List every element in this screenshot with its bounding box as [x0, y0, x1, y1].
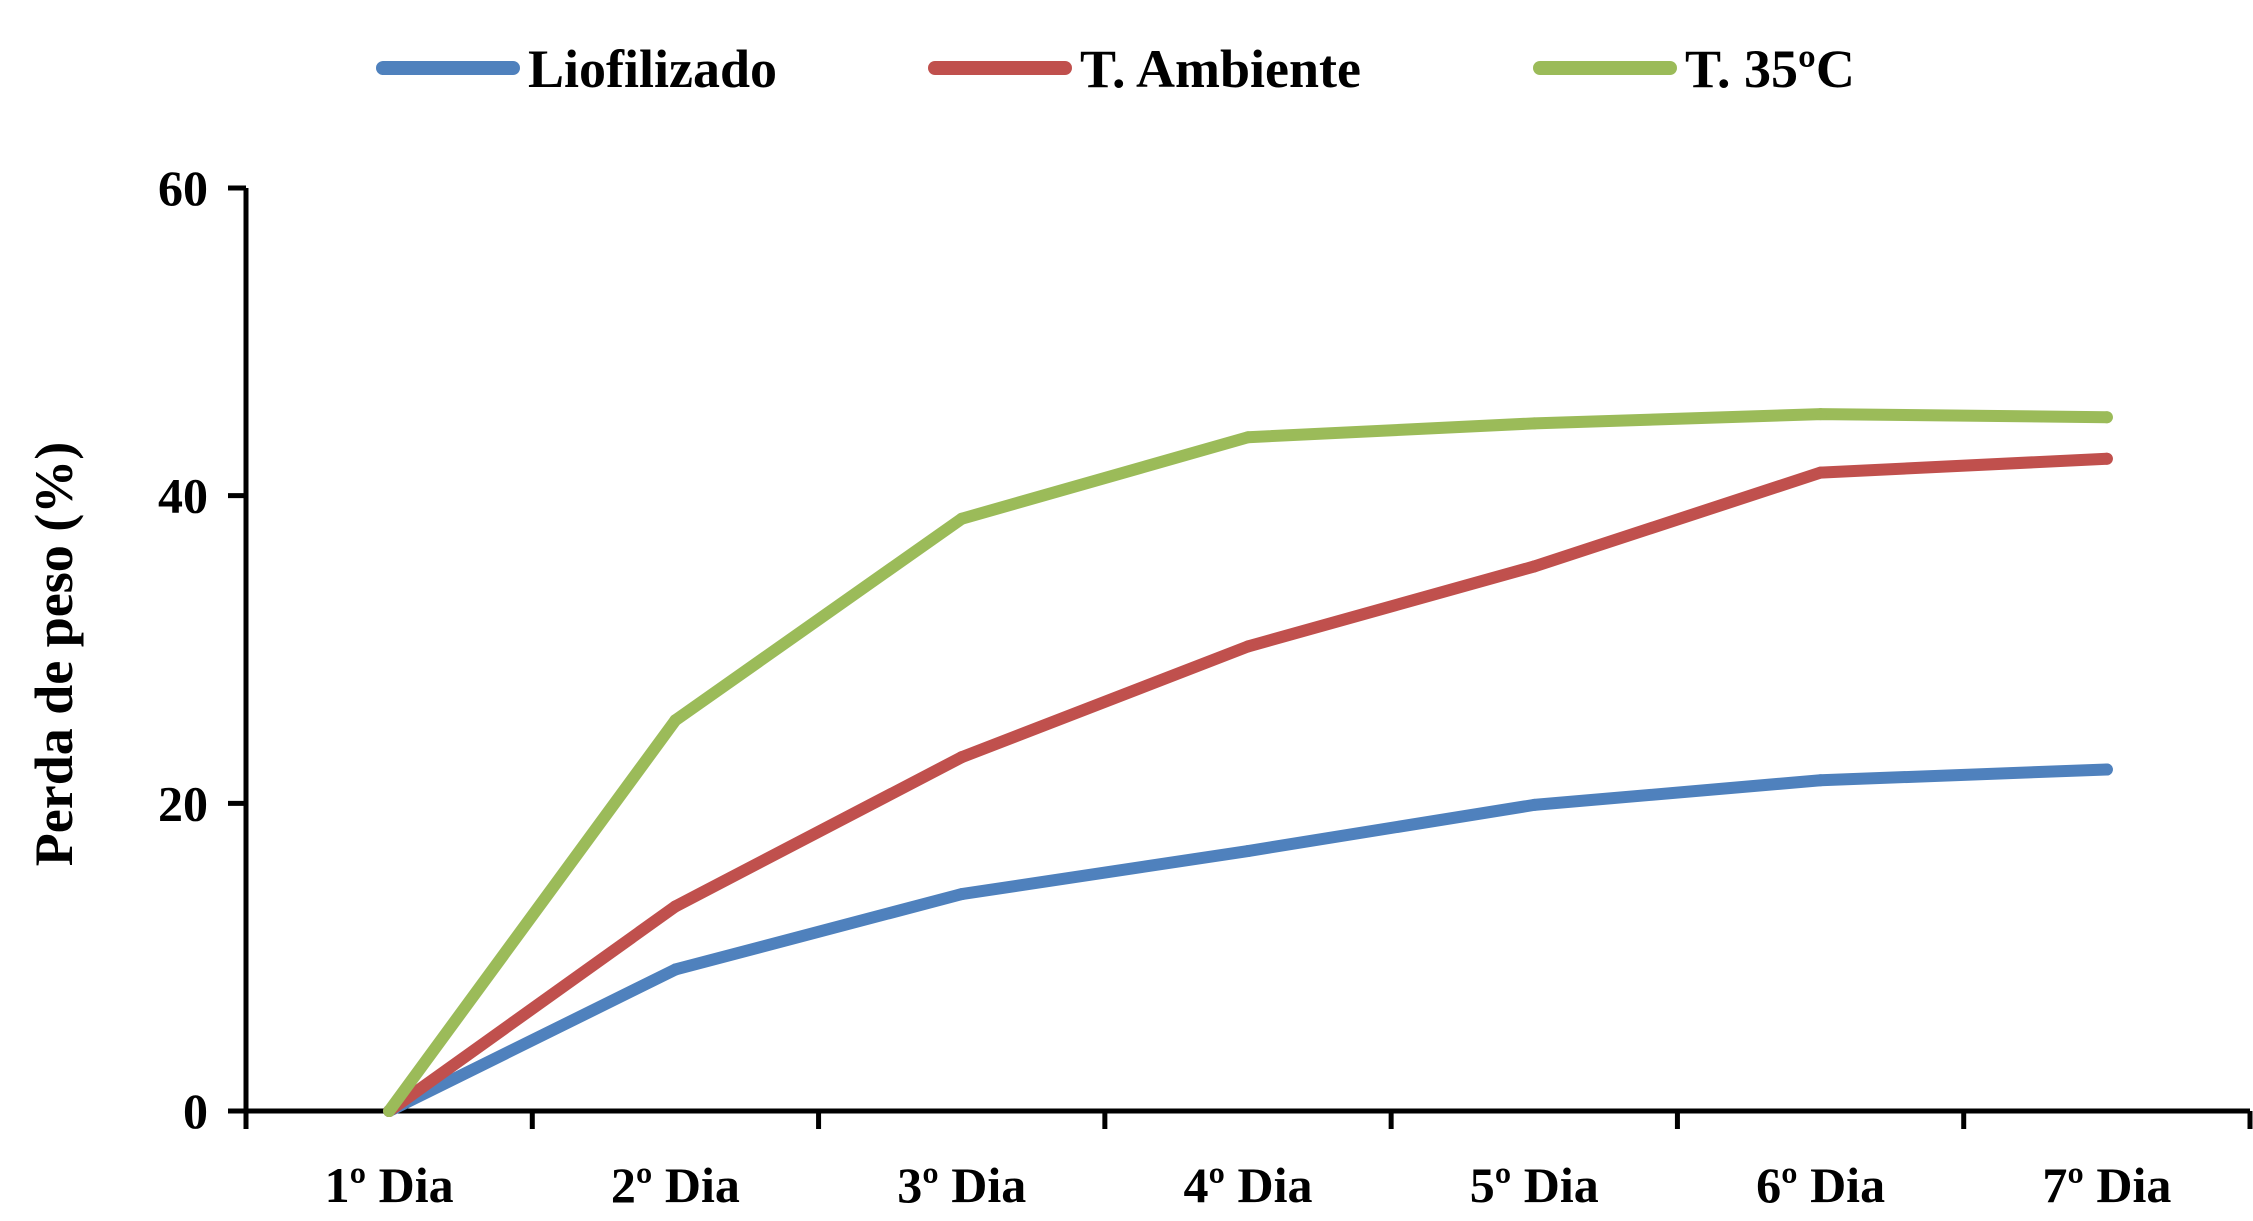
legend-item-2: T. Ambiente	[928, 39, 1361, 99]
legend-label: Liofilizado	[528, 39, 777, 99]
series-line-3	[383, 408, 2113, 1117]
x-tick-label: 6º Dia	[1756, 1157, 1885, 1213]
y-tick-label: 40	[158, 468, 208, 524]
x-tick-label: 2º Dia	[611, 1157, 740, 1213]
y-tick-label: 60	[158, 160, 208, 216]
data-point	[2100, 763, 2113, 776]
data-point	[669, 714, 682, 727]
y-tick-label: 0	[183, 1083, 208, 1139]
series-line-1	[383, 763, 2113, 1117]
data-point	[1242, 640, 1254, 653]
legend-label: T. 35ºC	[1685, 39, 1855, 99]
data-point	[2100, 411, 2113, 424]
data-point	[1814, 774, 1827, 787]
y-tick-label: 20	[158, 775, 208, 831]
data-point	[2100, 452, 2113, 465]
series-lines	[383, 408, 2113, 1117]
x-tick-label: 7º Dia	[2042, 1157, 2171, 1213]
data-point	[669, 963, 682, 976]
data-point	[1814, 466, 1827, 479]
data-point	[1528, 417, 1541, 430]
x-tick-label: 4º Dia	[1183, 1157, 1312, 1213]
data-point	[955, 512, 968, 525]
legend-item-3: T. 35ºC	[1533, 39, 1855, 99]
data-point	[1814, 408, 1827, 421]
x-tick-label: 5º Dia	[1470, 1157, 1599, 1213]
data-point	[669, 900, 682, 913]
data-point	[1528, 560, 1541, 573]
data-point	[955, 888, 968, 901]
data-point	[1242, 845, 1254, 858]
x-tick-label: 3º Dia	[897, 1157, 1026, 1213]
data-point	[1528, 798, 1541, 811]
axes: 0 20 40 60 1º Dia 2º Dia 3º Dia 4º Dia 5º Dia 6º …	[158, 160, 2253, 1213]
data-point	[383, 1105, 396, 1117]
legend-label: T. Ambiente	[1080, 39, 1361, 99]
data-point	[1242, 431, 1254, 444]
x-tick-label: 1º Dia	[325, 1157, 454, 1213]
y-axis-title: Perda de peso (%)	[24, 442, 84, 866]
data-point	[955, 751, 968, 764]
legend-item-1: Liofilizado	[376, 39, 777, 99]
legend: Liofilizado T. Ambiente T. 35ºC	[376, 39, 1855, 99]
